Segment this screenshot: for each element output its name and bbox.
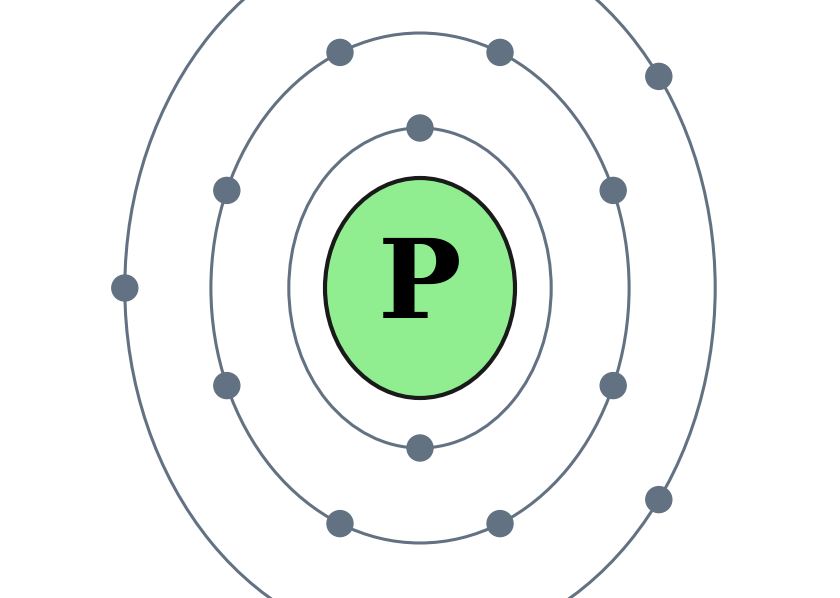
Circle shape (487, 511, 513, 536)
Circle shape (407, 435, 433, 461)
Circle shape (327, 39, 353, 65)
Circle shape (601, 178, 626, 203)
Circle shape (214, 373, 239, 399)
Text: P: P (378, 234, 462, 341)
Circle shape (214, 178, 239, 203)
Circle shape (601, 373, 626, 399)
Circle shape (112, 275, 138, 301)
Circle shape (646, 63, 672, 89)
Circle shape (646, 487, 672, 512)
Circle shape (327, 511, 353, 536)
Circle shape (487, 39, 513, 65)
Ellipse shape (325, 178, 515, 398)
Circle shape (407, 115, 433, 141)
